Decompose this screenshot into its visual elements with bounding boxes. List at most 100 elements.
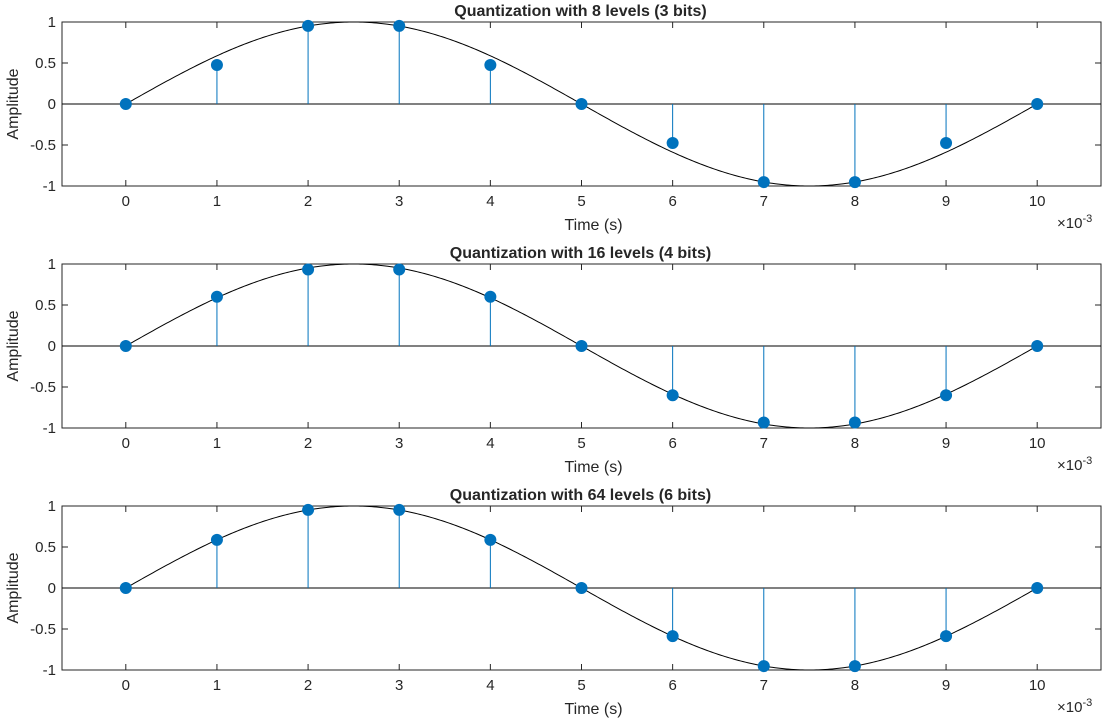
x-tick-label: 9 <box>942 435 950 452</box>
subplot-title: Quantization with 16 levels (4 bits) <box>450 245 711 262</box>
x-tick-label: 6 <box>668 677 676 694</box>
x-tick-label: 5 <box>577 193 585 210</box>
subplot-title: Quantization with 64 levels (6 bits) <box>450 487 711 504</box>
x-tick-label: 7 <box>760 193 768 210</box>
x-tick-label: 6 <box>668 193 676 210</box>
y-tick-label: 1 <box>48 14 56 31</box>
y-tick-label: -0.5 <box>30 137 56 154</box>
y-tick-label: 0.5 <box>35 539 56 556</box>
y-tick-label: -1 <box>43 420 56 437</box>
x-tick-label: 5 <box>577 435 585 452</box>
y-tick-label: 0.5 <box>35 55 56 72</box>
x-tick-label: 10 <box>1029 193 1046 210</box>
stem-marker <box>302 263 315 276</box>
x-tick-label: 10 <box>1029 677 1046 694</box>
x-exponent-label: ×10-3 <box>1057 455 1092 474</box>
stem-marker <box>302 19 315 32</box>
stem-marker <box>575 582 588 594</box>
stem-marker <box>757 176 770 189</box>
y-tick-label: 1 <box>48 498 56 515</box>
y-tick-label: 0.5 <box>35 297 56 314</box>
x-tick-label: 8 <box>851 677 859 694</box>
x-tick-label: 4 <box>486 193 494 210</box>
stem-marker <box>119 582 132 594</box>
x-tick-label: 0 <box>122 677 130 694</box>
stem-marker <box>666 137 679 150</box>
stem-marker <box>393 263 406 276</box>
stem-marker <box>940 389 953 402</box>
subplot-title: Quantization with 8 levels (3 bits) <box>454 3 706 20</box>
stem-marker <box>757 660 770 673</box>
y-tick-label: -0.5 <box>30 621 56 638</box>
x-tick-label: 1 <box>213 193 221 210</box>
y-tick-label: 0 <box>48 96 56 113</box>
y-tick-label: -1 <box>43 178 56 195</box>
x-tick-label: 8 <box>851 193 859 210</box>
subplot-3: 0 1 2 3 4 5 6 7 8 9 10 1 0.5 0 -0.5 -1 Quantization with… <box>5 487 1102 718</box>
y-tick-label: -1 <box>43 662 56 679</box>
stem-marker <box>575 340 588 352</box>
x-tick-label: 0 <box>122 193 130 210</box>
stem-marker <box>575 98 588 110</box>
stem-marker <box>848 660 861 673</box>
x-tick-label: 4 <box>486 435 494 452</box>
x-tick-label: 2 <box>304 435 312 452</box>
stem-marker <box>484 533 497 546</box>
y-tick-label: 0 <box>48 338 56 355</box>
stem-marker <box>302 503 315 516</box>
x-exponent-power: -3 <box>1082 213 1092 225</box>
x-tick-label: 9 <box>942 677 950 694</box>
stem-marker <box>484 58 497 71</box>
x-tick-label: 1 <box>213 677 221 694</box>
stem-marker <box>1031 582 1044 594</box>
x-exponent-label: ×10-3 <box>1057 697 1092 716</box>
x-tick-label: 3 <box>395 193 403 210</box>
stem-marker <box>484 290 497 303</box>
stem-marker <box>393 503 406 516</box>
y-tick-label: -0.5 <box>30 379 56 396</box>
x-tick-label: 8 <box>851 435 859 452</box>
stem-marker <box>210 58 223 71</box>
stem-marker <box>1031 98 1044 110</box>
stem-marker <box>119 98 132 110</box>
x-exponent-base: ×10 <box>1057 699 1082 716</box>
x-axis-label: Time (s) <box>564 217 622 234</box>
x-tick-label: 3 <box>395 435 403 452</box>
x-tick-label: 1 <box>213 435 221 452</box>
x-tick-label: 6 <box>668 435 676 452</box>
x-tick-label: 5 <box>577 677 585 694</box>
stem-marker <box>848 416 861 429</box>
x-exponent-power: -3 <box>1082 697 1092 709</box>
stem-marker <box>757 416 770 429</box>
x-exponent-base: ×10 <box>1057 215 1082 232</box>
x-tick-label: 10 <box>1029 435 1046 452</box>
x-tick-label: 3 <box>395 677 403 694</box>
x-axis-label: Time (s) <box>564 459 622 476</box>
stem-marker <box>210 533 223 546</box>
stem-marker <box>393 19 406 32</box>
x-tick-label: 0 <box>122 435 130 452</box>
subplot-1: 0 1 2 3 4 5 6 7 8 9 10 1 0.5 0 -0.5 -1 Quantization with… <box>5 3 1102 234</box>
x-exponent-base: ×10 <box>1057 457 1082 474</box>
stem-marker <box>666 389 679 402</box>
stem-marker <box>210 290 223 303</box>
x-tick-label: 9 <box>942 193 950 210</box>
subplot-2: 0 1 2 3 4 5 6 7 8 9 10 1 0.5 0 -0.5 -1 Quantization with… <box>5 245 1102 476</box>
x-tick-label: 7 <box>760 677 768 694</box>
y-tick-label: 1 <box>48 256 56 273</box>
stem-marker <box>940 137 953 150</box>
x-tick-label: 4 <box>486 677 494 694</box>
y-axis-label: Amplitude <box>5 68 22 139</box>
stem-marker <box>666 630 679 643</box>
stem-marker <box>940 630 953 643</box>
y-tick-label: 0 <box>48 580 56 597</box>
y-axis-label: Amplitude <box>5 310 22 381</box>
x-tick-label: 2 <box>304 193 312 210</box>
stem-marker <box>848 176 861 189</box>
x-tick-label: 2 <box>304 677 312 694</box>
stem-marker <box>1031 340 1044 352</box>
x-exponent-power: -3 <box>1082 455 1092 467</box>
stem-marker <box>119 340 132 352</box>
